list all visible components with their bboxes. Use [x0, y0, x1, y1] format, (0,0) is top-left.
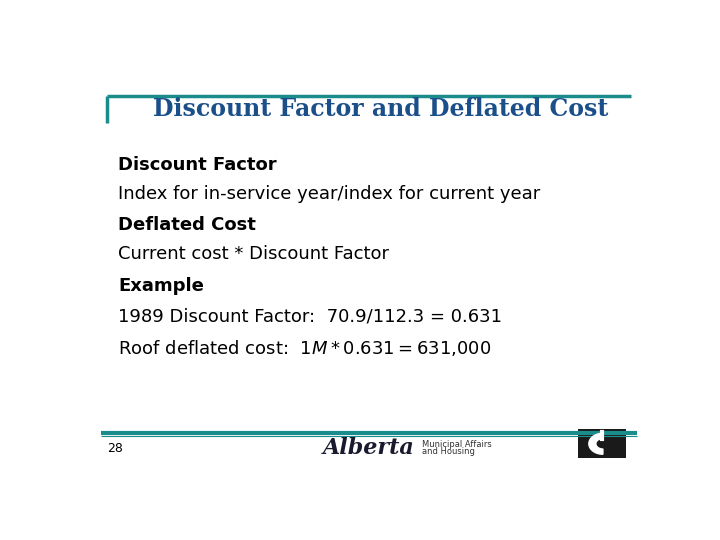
- Text: Discount Factor and Deflated Cost: Discount Factor and Deflated Cost: [153, 98, 608, 122]
- Text: 1989 Discount Factor:  70.9/112.3 = 0.631: 1989 Discount Factor: 70.9/112.3 = 0.631: [118, 307, 502, 326]
- Text: Alberta: Alberta: [323, 437, 415, 460]
- Bar: [578, 429, 626, 458]
- Polygon shape: [589, 434, 603, 454]
- Text: Roof deflated cost:  $1M * 0.631 = $631,000: Roof deflated cost: $1M * 0.631 = $631,0…: [118, 338, 491, 357]
- Text: Municipal Affairs: Municipal Affairs: [422, 440, 492, 449]
- Text: Discount Factor: Discount Factor: [118, 156, 276, 173]
- Text: Index for in-service year/index for current year: Index for in-service year/index for curr…: [118, 185, 540, 202]
- Text: Current cost * Discount Factor: Current cost * Discount Factor: [118, 245, 389, 263]
- Text: Deflated Cost: Deflated Cost: [118, 216, 256, 234]
- Text: 28: 28: [107, 442, 122, 455]
- Text: and Housing: and Housing: [422, 447, 475, 456]
- Text: Example: Example: [118, 277, 204, 295]
